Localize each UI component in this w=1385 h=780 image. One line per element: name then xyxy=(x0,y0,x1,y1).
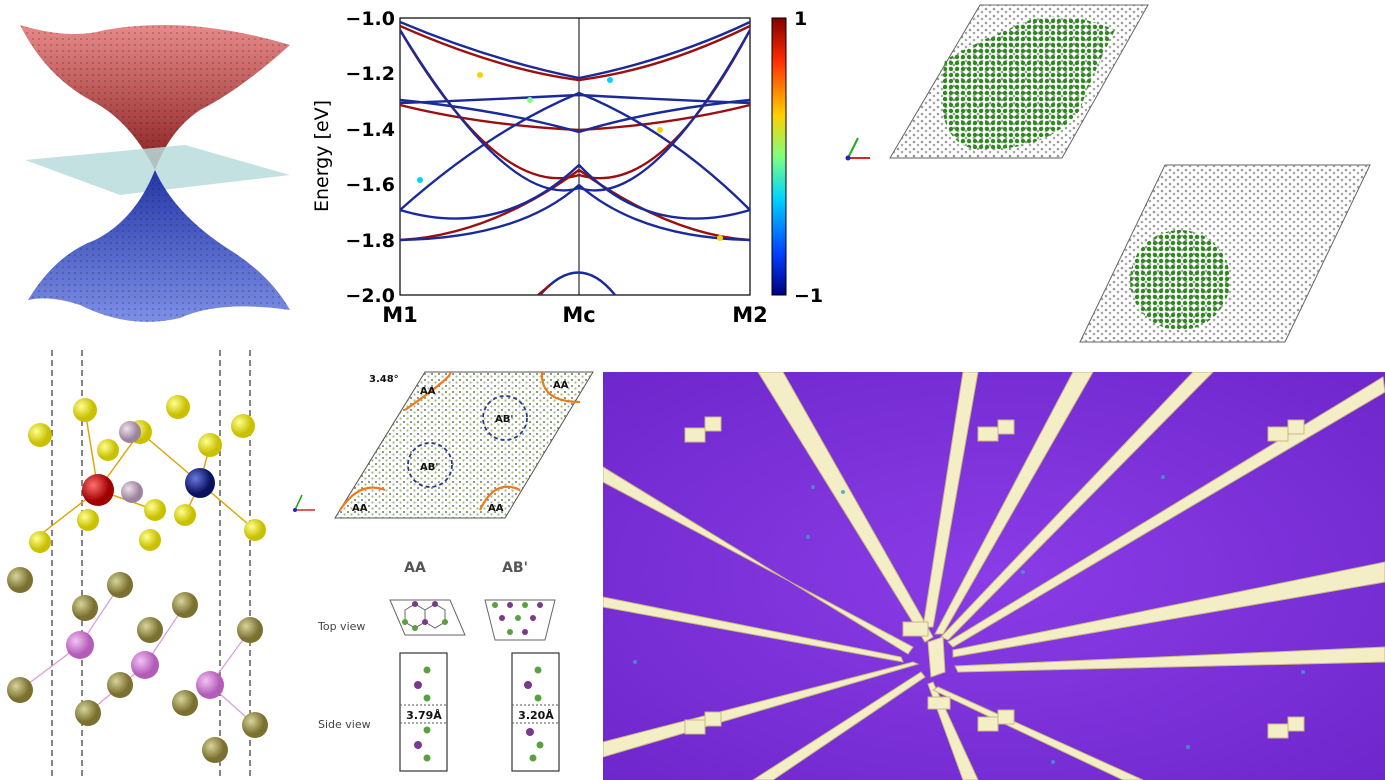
top-view-label: Top view xyxy=(317,620,365,633)
label-ab-mid: AB' xyxy=(420,462,438,473)
top-view-ab xyxy=(484,599,556,641)
label-ab-top: AB' xyxy=(495,414,513,425)
spacing-ab: 3.20Å xyxy=(518,709,554,722)
side-view-aa-box xyxy=(399,652,448,772)
x-tick-m2: M2 xyxy=(732,303,768,327)
wavefunction-upper xyxy=(941,16,1115,150)
label-aa-corner: AA xyxy=(553,380,569,391)
band-structure-plot: −1.0 −1.2 −1.4 −1.6 −1.8 −2.0 M1 Mc M2 E… xyxy=(311,8,823,327)
colorbar-min-label: −1 xyxy=(794,285,823,307)
moire-cell-lower xyxy=(1079,164,1371,343)
band-curves xyxy=(400,20,750,295)
axes-triad-icon xyxy=(845,137,870,161)
fermi-plane xyxy=(25,145,290,195)
label-aa-right: AA xyxy=(488,503,504,514)
y-tick-3: −1.6 xyxy=(345,174,395,196)
label-aa-top: AA xyxy=(420,386,436,397)
label-aa-left: AA xyxy=(352,503,368,514)
colorbar-max-label: 1 xyxy=(794,8,807,30)
dopant-atom-blue xyxy=(185,468,215,498)
chalcogen-atoms-upper xyxy=(28,395,266,553)
column-header-aa: AA xyxy=(404,560,426,576)
moire-supercell xyxy=(334,371,594,519)
colorbar xyxy=(771,17,787,296)
crystal-structure-figure xyxy=(7,350,268,780)
y-tick-2: −1.4 xyxy=(345,119,395,141)
device-micrograph xyxy=(603,372,1385,780)
y-tick-0: −1.0 xyxy=(345,8,395,30)
plot-frame xyxy=(399,17,751,296)
y-tick-5: −2.0 xyxy=(345,285,395,307)
x-tick-m1: M1 xyxy=(382,303,418,327)
y-tick-1: −1.2 xyxy=(345,63,395,85)
y-tick-4: −1.8 xyxy=(345,230,395,252)
top-view-aa xyxy=(389,599,466,636)
wavefunction-lower xyxy=(1130,230,1230,330)
spacing-aa: 3.79Å xyxy=(406,709,442,722)
twist-angle-label: 3.48° xyxy=(369,374,399,385)
dirac-cone-figure xyxy=(20,25,290,322)
residue-flakes xyxy=(633,475,1305,764)
stacking-configuration-figure: 3.48° AA AB' AB' AA AA AA AA AB' Top vie… xyxy=(293,370,594,772)
dopant-atom-red xyxy=(82,474,114,506)
lower-layer-atoms xyxy=(7,567,268,763)
electrodes xyxy=(603,372,1385,780)
y-axis-label: Energy [eV] xyxy=(311,100,333,212)
column-header-ab: AB' xyxy=(502,560,528,576)
side-view-ab-box xyxy=(511,652,560,772)
x-tick-mc: Mc xyxy=(562,303,595,327)
side-view-label: Side view xyxy=(318,718,371,731)
moire-wavefunction-figure xyxy=(845,4,1371,343)
axes-triad-icon-small xyxy=(293,494,315,512)
